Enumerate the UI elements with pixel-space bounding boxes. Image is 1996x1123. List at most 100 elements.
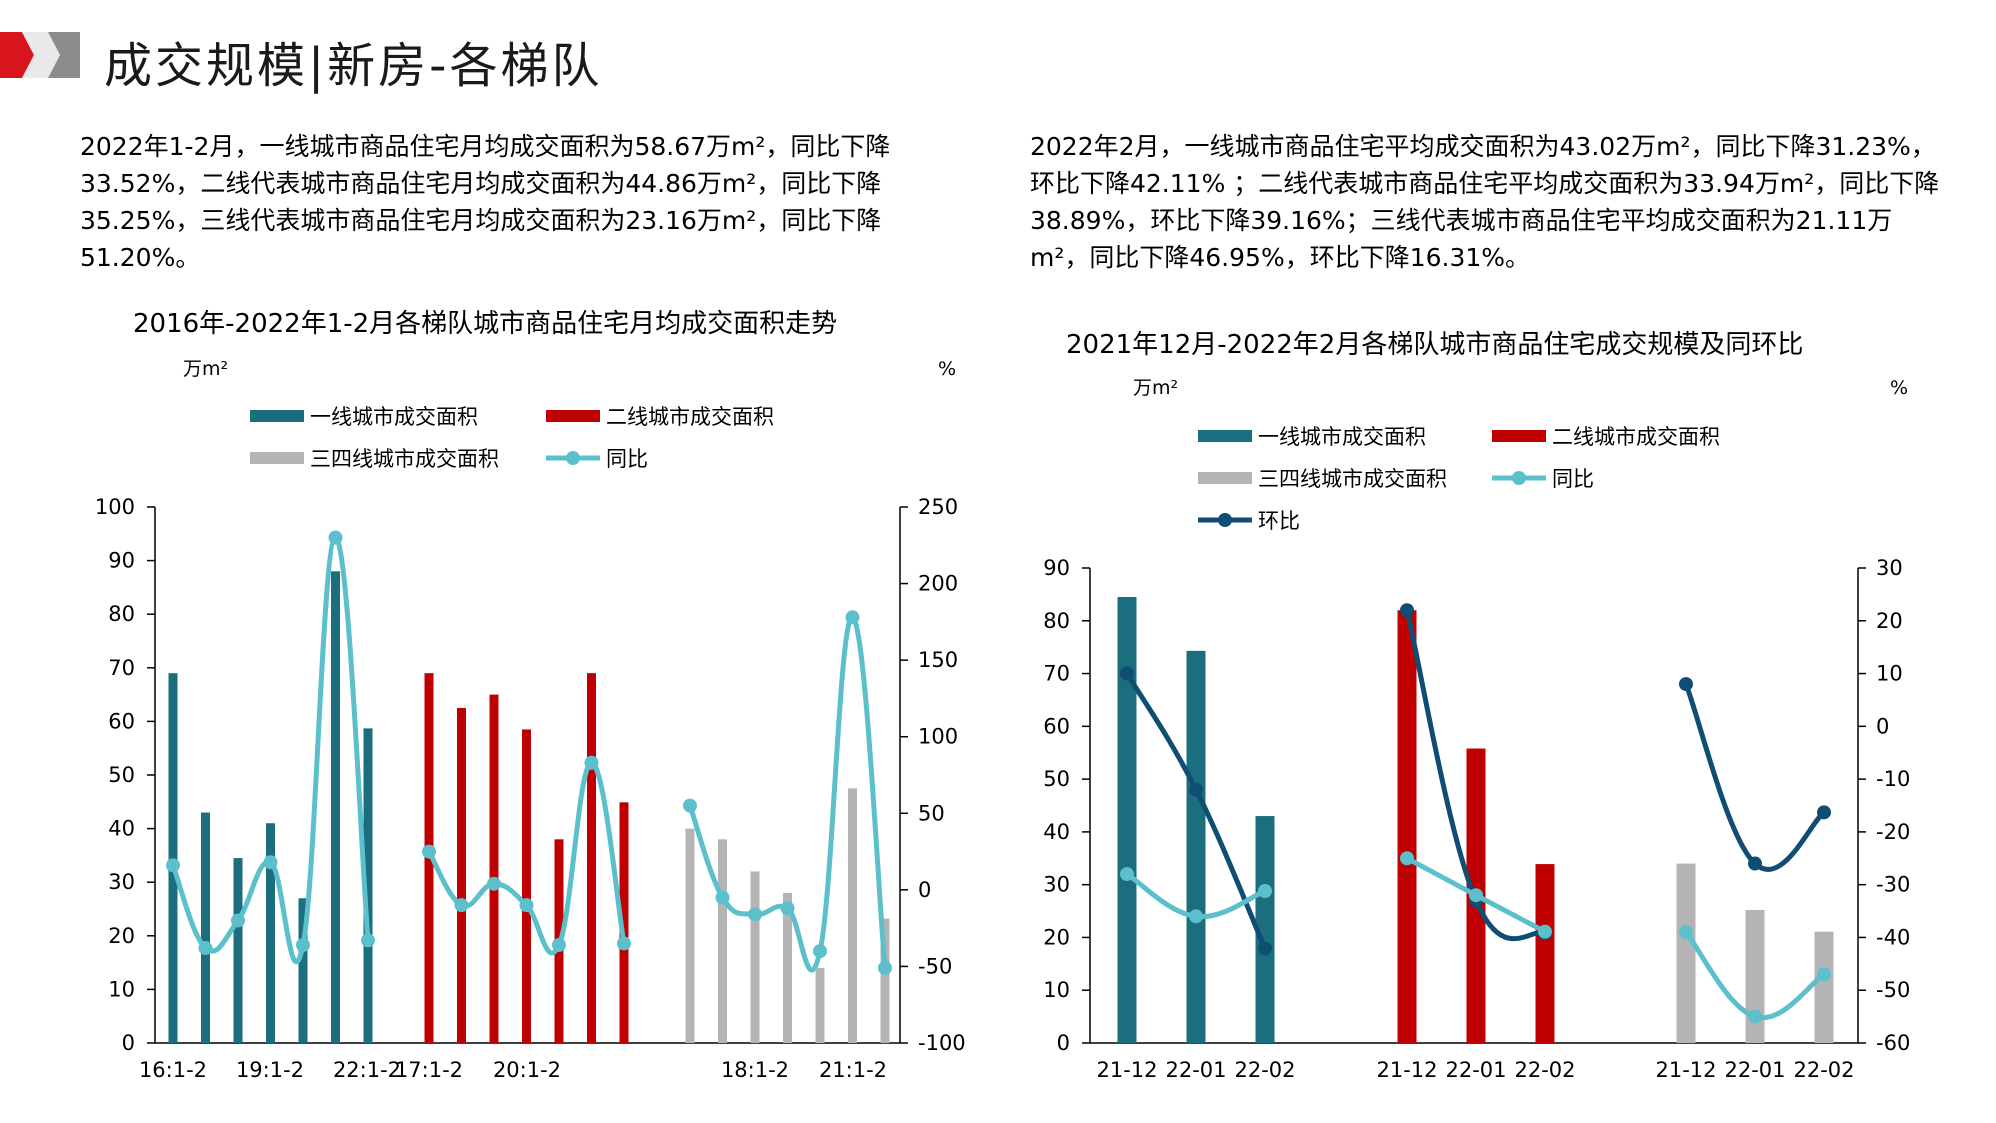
mom-point [1748, 856, 1762, 871]
x-tick-label: 21-12 [1096, 1058, 1157, 1082]
y2-tick-label: -40 [1876, 925, 1910, 949]
logo-red-shape [0, 32, 34, 78]
bar [815, 967, 825, 1043]
logo-gray-shape [48, 32, 80, 78]
yoy-point [1817, 967, 1831, 982]
yoy-line [170, 535, 371, 965]
y2-tick-label: 250 [918, 495, 958, 519]
bar [1186, 650, 1206, 1043]
legend-label: 同比 [606, 447, 648, 471]
y2-tick-label: 30 [1876, 556, 1903, 580]
yoy-point [454, 898, 469, 913]
yoy-point [487, 876, 501, 891]
yoy-point [296, 937, 310, 952]
yoy-point [813, 944, 827, 959]
y2-tick-label: -10 [1876, 767, 1910, 791]
x-tick-label: 20:1-2 [493, 1058, 561, 1082]
bar [685, 828, 695, 1043]
yoy-point [878, 960, 892, 975]
page-title: 成交规模|新房-各梯队 [104, 38, 603, 94]
y-tick-label: 40 [108, 817, 135, 841]
bar [1814, 931, 1834, 1043]
legend-label: 一线城市成交面积 [1258, 425, 1426, 449]
mom-line [1683, 683, 1826, 872]
bar [489, 694, 499, 1043]
yoy-point [1400, 851, 1414, 866]
y2-tick-label: -100 [918, 1031, 966, 1055]
y-tick-label: 0 [1057, 1031, 1070, 1055]
x-tick-label: 22-02 [1793, 1058, 1854, 1082]
bar [331, 571, 340, 1043]
legend-swatch [1492, 430, 1546, 442]
legend-swatch [1198, 472, 1252, 484]
mom-point [1400, 603, 1414, 618]
bar [363, 728, 373, 1043]
mom-point [1679, 677, 1693, 692]
bar [848, 788, 857, 1043]
bar [1745, 910, 1765, 1043]
bar [522, 729, 531, 1043]
mom-point [1258, 941, 1272, 956]
left-chart-title: 2016年-2022年1-2月各梯队城市商品住宅月均成交面积走势 [133, 309, 838, 339]
bar [880, 918, 890, 1043]
mom-point [1189, 782, 1203, 797]
mom-point [1817, 805, 1831, 820]
yoy-point [1748, 1009, 1762, 1024]
x-tick-label: 17:1-2 [395, 1058, 463, 1082]
y2-axis-unit-label: % [1890, 377, 1908, 399]
y-axis-unit-label: 万m² [183, 358, 228, 380]
bar [266, 823, 275, 1043]
yoy-point [198, 941, 213, 956]
y-tick-label: 60 [1043, 714, 1070, 738]
y-axis-unit-label: 万m² [1133, 377, 1178, 399]
x-tick-label: 22-02 [1514, 1058, 1575, 1082]
legend-label: 同比 [1552, 467, 1594, 491]
legend-swatch [250, 410, 304, 422]
page-header: 成交规模|新房-各梯队 [0, 0, 1996, 110]
yoy-point [1258, 884, 1272, 898]
x-tick-label: 21-12 [1376, 1058, 1437, 1082]
y2-axis-unit-label: % [938, 358, 956, 380]
bar [201, 812, 210, 1043]
bar [233, 858, 243, 1043]
legend-label: 三四线城市成交面积 [1258, 467, 1447, 491]
bar [783, 892, 792, 1043]
y2-tick-label: 100 [918, 725, 958, 749]
legend-marker [566, 451, 580, 465]
legend-label: 二线城市成交面积 [606, 405, 774, 429]
legend-marker [1218, 513, 1232, 527]
y-tick-label: 30 [1043, 873, 1070, 897]
yoy-line [687, 614, 888, 973]
mom-line [1404, 609, 1547, 942]
y-tick-label: 100 [95, 495, 135, 519]
y-tick-label: 80 [108, 602, 135, 626]
y2-tick-label: 0 [1876, 714, 1889, 738]
yoy-point [845, 610, 860, 625]
bar [1676, 863, 1696, 1043]
yoy-point [748, 907, 762, 922]
y2-tick-label: -20 [1876, 820, 1910, 844]
y-tick-label: 60 [108, 709, 135, 733]
mom-point [1120, 666, 1134, 681]
left-summary-paragraph: 2022年1-2月，一线城市商品住宅月均成交面积为58.67万m²，同比下降33… [80, 132, 891, 272]
y2-tick-label: 50 [918, 801, 945, 825]
yoy-point [1469, 888, 1483, 903]
bar [457, 708, 466, 1043]
y-tick-label: 70 [108, 656, 135, 680]
y2-tick-label: -30 [1876, 873, 1910, 897]
x-tick-label: 22-01 [1445, 1058, 1506, 1082]
legend-label: 三四线城市成交面积 [310, 447, 499, 471]
yoy-point [1679, 925, 1693, 940]
y2-tick-label: 150 [918, 648, 958, 672]
x-tick-label: 21:1-2 [819, 1058, 887, 1082]
y-tick-label: 40 [1043, 820, 1070, 844]
yoy-point [361, 933, 375, 948]
legend-swatch [546, 410, 600, 422]
x-tick-label: 22-02 [1234, 1058, 1295, 1082]
x-tick-label: 18:1-2 [721, 1058, 789, 1082]
yoy-point [519, 898, 534, 913]
y2-tick-label: 0 [918, 878, 931, 902]
yoy-point [1120, 867, 1134, 882]
